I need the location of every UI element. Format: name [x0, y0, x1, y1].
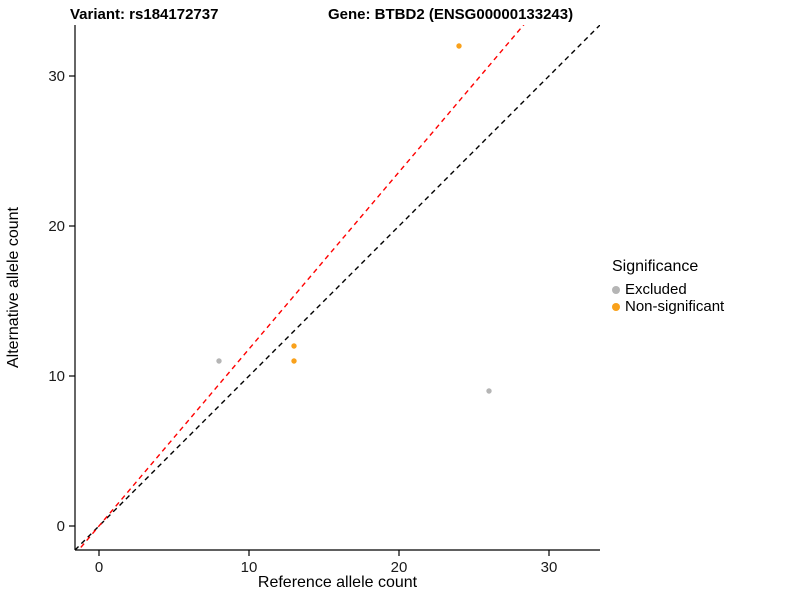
variant-title: Variant: rs184172737 — [70, 6, 219, 23]
y-tick-label: 0 — [57, 518, 65, 535]
data-point-non-significant — [291, 358, 297, 364]
x-axis-label: Reference allele count — [257, 574, 418, 591]
x-tick-label: 10 — [241, 559, 258, 576]
data-point-non-significant — [291, 343, 297, 349]
gene-title: Gene: BTBD2 (ENSG00000133243) — [328, 6, 574, 23]
excluded-dot-icon — [612, 285, 620, 294]
legend-entry-label: Non-significant — [625, 298, 725, 315]
x-tick-label: 30 — [541, 559, 558, 576]
data-point-excluded — [486, 388, 492, 394]
legend-entry-non-significant: Non-significant — [612, 298, 724, 315]
ratio-dashed-line — [77, 25, 525, 550]
x-tick-label: 0 — [95, 559, 103, 576]
data-point-non-significant — [456, 43, 462, 49]
legend-entry-excluded: Excluded — [612, 281, 724, 298]
legend-title: Significance — [612, 258, 699, 275]
y-tick-label: 30 — [48, 68, 65, 85]
y-tick-label: 20 — [48, 218, 65, 235]
y-tick-label: 10 — [48, 368, 65, 385]
non-significant-dot-icon — [612, 302, 620, 311]
legend-entry-label: Excluded — [625, 281, 687, 298]
data-point-excluded — [216, 358, 222, 364]
x-tick-label: 20 — [391, 559, 408, 576]
legend: Significance Excluded Non-significant — [612, 258, 724, 315]
identity-dashed-line — [75, 25, 600, 550]
